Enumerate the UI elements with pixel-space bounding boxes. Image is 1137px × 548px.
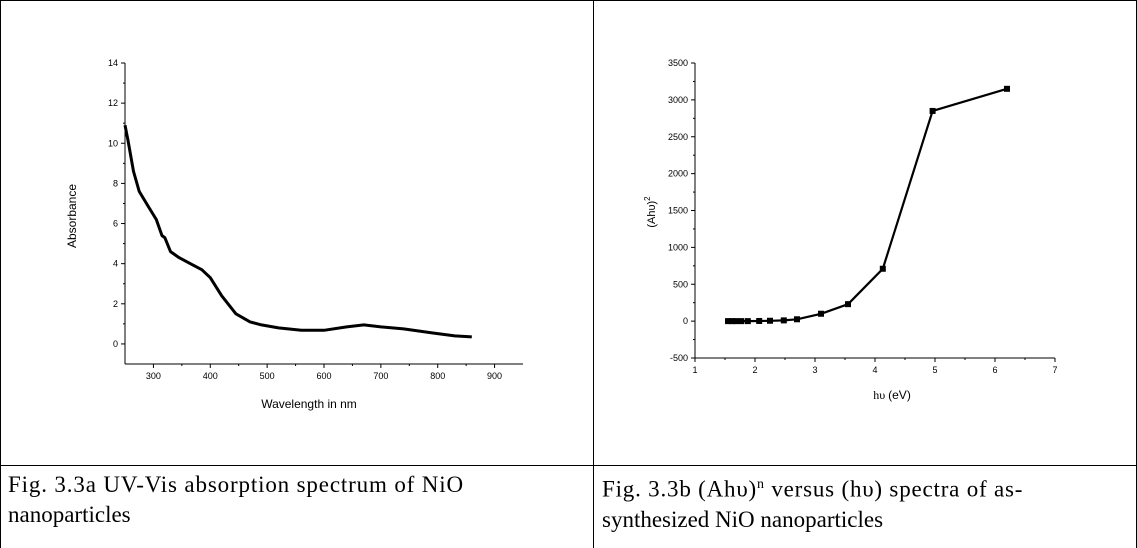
y-tick-label: 10 bbox=[108, 138, 118, 148]
y-tick-label: 500 bbox=[673, 279, 688, 289]
x-axis-label-unit: (eV) bbox=[888, 388, 911, 402]
data-point-marker bbox=[818, 310, 824, 317]
table-border-left bbox=[0, 0, 1, 548]
table-divider-horizontal bbox=[0, 465, 1137, 466]
x-axis-label-symbol: hυ bbox=[873, 388, 888, 402]
caption-right-line1: Fig. 3.3b (Ahυ)n versus (hυ) spectra of … bbox=[602, 470, 1132, 505]
y-tick-label: 0 bbox=[113, 339, 118, 349]
data-point-marker bbox=[732, 318, 739, 325]
caption-right-superscript: n bbox=[757, 477, 765, 492]
data-point-marker bbox=[756, 317, 763, 324]
data-point-marker bbox=[738, 318, 745, 325]
series-line bbox=[123, 124, 472, 339]
table-divider-vertical bbox=[593, 0, 594, 548]
data-point-marker bbox=[767, 317, 773, 324]
x-axis-label: hυ (eV) bbox=[873, 388, 911, 402]
y-tick-label: 0 bbox=[683, 316, 688, 326]
absorption-spectrum-chart: 0 2 4 6 8 10 12 14 300 400 500 600 700 800 900 Waveleng… bbox=[65, 58, 523, 411]
y-tick-label: 12 bbox=[108, 98, 118, 108]
caption-right: Fig. 3.3b (Ahυ)n versus (hυ) spectra of … bbox=[602, 470, 1132, 535]
x-tick-label: 6 bbox=[992, 365, 997, 375]
data-point-marker bbox=[729, 318, 736, 325]
data-point-marker bbox=[780, 317, 787, 324]
x-tick-label: 4 bbox=[872, 365, 877, 375]
tauc-plot-chart: -500 0 500 1000 1500 2000 2500 3000 3500 1 2 3 4 5 6 7 h… bbox=[643, 58, 1058, 402]
y-tick-label: 14 bbox=[108, 58, 118, 68]
y-axis-label: (Ahυ)2 bbox=[643, 196, 658, 228]
data-point-marker bbox=[929, 107, 936, 114]
caption-left: Fig. 3.3a UV-Vis absorption spectrum of … bbox=[8, 470, 588, 530]
data-point-marker bbox=[845, 301, 851, 308]
data-point-marker bbox=[1004, 85, 1010, 92]
x-tick-label: 600 bbox=[316, 371, 331, 381]
table-border-top bbox=[0, 0, 1137, 1]
data-point-marker bbox=[794, 316, 800, 323]
caption-right-suffix: versus (hυ) spectra of as- bbox=[764, 476, 1024, 502]
y-tick-label: 4 bbox=[113, 259, 118, 269]
x-tick-label: 3 bbox=[812, 365, 817, 375]
x-tick-label: 7 bbox=[1052, 365, 1057, 375]
x-tick-label: 2 bbox=[752, 365, 757, 375]
x-axis-label: Wavelength in nm bbox=[261, 397, 357, 411]
y-tick-label: 2 bbox=[113, 299, 118, 309]
y-tick-label: 2000 bbox=[668, 169, 688, 179]
y-tick-label: -500 bbox=[670, 353, 688, 363]
y-axis-label: Absorbance bbox=[65, 184, 79, 248]
caption-left-line1: Fig. 3.3a UV-Vis absorption spectrum of … bbox=[8, 472, 464, 497]
x-tick-label: 700 bbox=[373, 371, 388, 381]
y-tick-label: 8 bbox=[113, 178, 118, 188]
y-axis-label-superscript: 2 bbox=[643, 196, 652, 201]
x-tick-label: 5 bbox=[932, 365, 937, 375]
y-tick-label: 2500 bbox=[668, 132, 688, 142]
x-tick-label: 1 bbox=[692, 365, 697, 375]
caption-right-line2: synthesized NiO nanoparticles bbox=[602, 506, 884, 532]
x-tick-label: 400 bbox=[203, 371, 218, 381]
data-point-marker bbox=[744, 318, 751, 325]
data-point-marker bbox=[725, 318, 731, 325]
data-point-marker bbox=[879, 265, 886, 272]
x-tick-label: 800 bbox=[430, 371, 445, 381]
x-tick-label: 500 bbox=[260, 371, 275, 381]
series-line bbox=[728, 87, 1008, 323]
caption-left-line2: nanoparticles bbox=[8, 502, 131, 527]
y-tick-label: 1000 bbox=[668, 242, 688, 252]
caption-right-prefix: Fig. 3.3b (Ahυ) bbox=[602, 476, 757, 502]
x-tick-label: 900 bbox=[487, 371, 502, 381]
y-tick-label: 3500 bbox=[668, 58, 688, 68]
x-tick-label: 300 bbox=[146, 371, 161, 381]
y-tick-label: 6 bbox=[113, 219, 118, 229]
y-tick-label: 3000 bbox=[668, 95, 688, 105]
y-tick-label: 1500 bbox=[668, 206, 688, 216]
y-axis-label-main: (Ahυ) bbox=[646, 201, 658, 228]
